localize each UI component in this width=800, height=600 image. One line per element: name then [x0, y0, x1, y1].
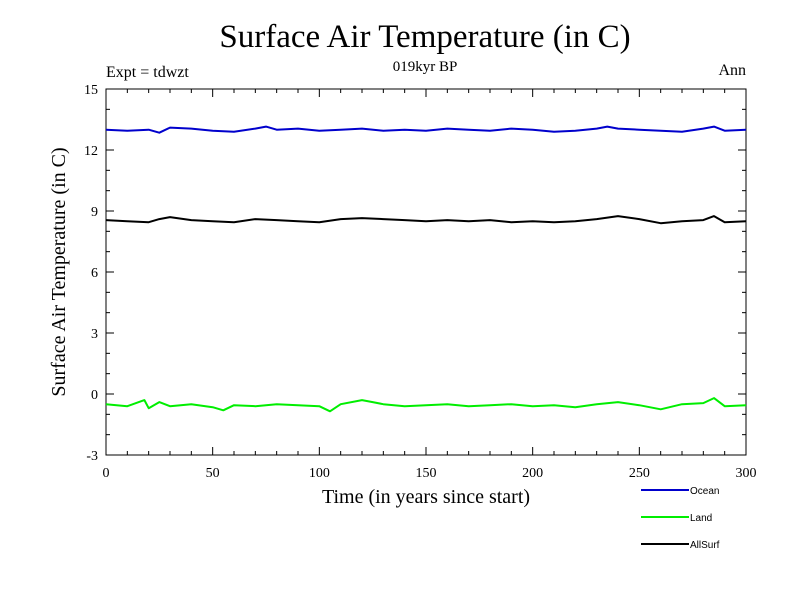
plot-frame — [105, 88, 747, 456]
series-layer — [105, 125, 747, 413]
x-tick-label: 250 — [629, 466, 650, 481]
x-axis: 0 50 100 150 200 250 300 — [103, 89, 757, 481]
legend-label-ocean: Ocean — [690, 486, 719, 497]
y-tick-label: 6 — [91, 266, 98, 281]
y-tick-label: 9 — [91, 205, 98, 220]
y-tick-label: 0 — [91, 388, 98, 403]
x-tick-label: 50 — [206, 466, 220, 481]
chart-title: Surface Air Temperature (in C) — [219, 19, 630, 55]
legend-label-land: Land — [690, 513, 712, 524]
y-tick-label: 12 — [84, 144, 98, 159]
period-label: Ann — [718, 62, 746, 79]
y-tick-label: 3 — [91, 327, 98, 342]
series-line-land — [105, 397, 747, 413]
series-line-ocean — [105, 125, 747, 134]
series-line-allsurf — [105, 215, 747, 225]
chart-subtitle: 019kyr BP — [393, 59, 458, 75]
x-tick-label: 150 — [416, 466, 437, 481]
y-tick-label: 15 — [84, 83, 98, 98]
x-tick-label: 300 — [736, 466, 757, 481]
legend: Ocean Land AllSurf — [641, 486, 720, 551]
y-axis-label: Surface Air Temperature (in C) — [48, 147, 70, 396]
x-tick-label: 100 — [309, 466, 330, 481]
x-tick-label: 200 — [522, 466, 543, 481]
experiment-label: Expt = tdwzt — [106, 64, 189, 81]
y-tick-label: -3 — [86, 449, 98, 464]
y-axis: -3 0 3 6 9 12 15 — [84, 83, 746, 464]
x-tick-label: 0 — [103, 466, 110, 481]
legend-label-allsurf: AllSurf — [690, 540, 720, 551]
x-axis-label: Time (in years since start) — [322, 486, 530, 508]
